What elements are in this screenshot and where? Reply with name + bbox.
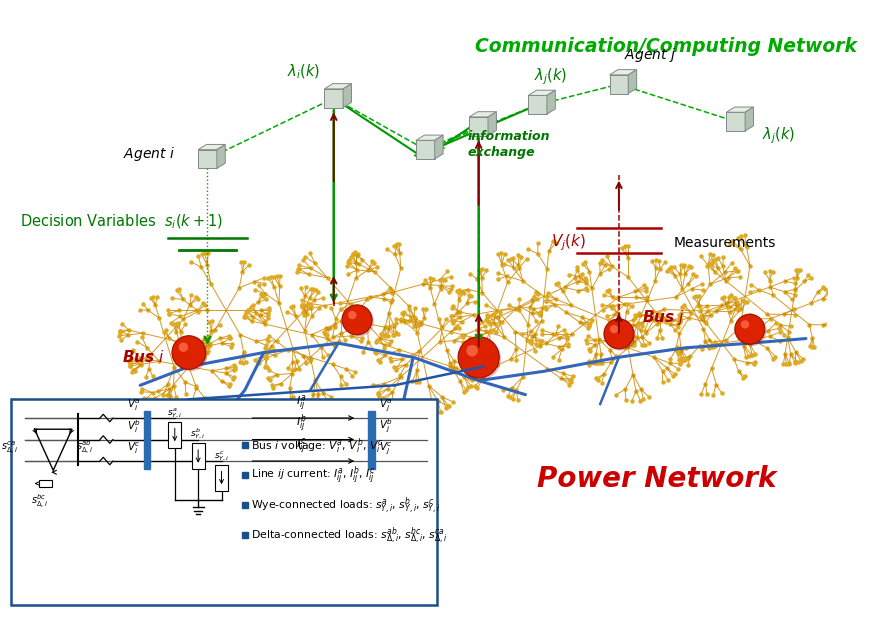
Text: $V_i^a$: $V_i^a$: [127, 398, 141, 413]
Text: Decision Variables  $s_i(k+1)$: Decision Variables $s_i(k+1)$: [20, 213, 223, 231]
Text: information
exchange: information exchange: [467, 130, 550, 159]
Text: Wye-connected loads: $s_{Y,i}^a$, $s_{Y,i}^b$, $s_{Y,i}^c$: Wye-connected loads: $s_{Y,i}^a$, $s_{Y,…: [252, 495, 442, 516]
Text: $V_j^c$: $V_j^c$: [379, 440, 392, 457]
Text: Power Network: Power Network: [537, 465, 776, 493]
Bar: [242, 502, 248, 508]
Bar: [11, 399, 436, 605]
Polygon shape: [469, 112, 496, 117]
Polygon shape: [727, 112, 745, 131]
Text: $s_{Y,i}^{b}$: $s_{Y,i}^{b}$: [191, 427, 206, 441]
Circle shape: [458, 337, 499, 378]
Polygon shape: [198, 144, 225, 150]
Polygon shape: [488, 112, 496, 136]
Text: $\lambda_j(k)$: $\lambda_j(k)$: [534, 67, 568, 87]
Text: $I_{ij}^a$: $I_{ij}^a$: [296, 394, 306, 413]
Polygon shape: [727, 107, 753, 112]
Circle shape: [348, 311, 357, 319]
Polygon shape: [469, 117, 488, 136]
Circle shape: [460, 338, 501, 380]
Circle shape: [736, 316, 766, 346]
Polygon shape: [324, 84, 351, 89]
Circle shape: [735, 314, 765, 344]
Text: $V_i^b$: $V_i^b$: [127, 418, 141, 435]
Text: $I_{ij}^c$: $I_{ij}^c$: [296, 437, 306, 457]
Text: Measurements: Measurements: [673, 236, 775, 250]
Text: $s_{\Delta,i}^{ca}$: $s_{\Delta,i}^{ca}$: [1, 439, 18, 457]
Bar: [169, 422, 181, 448]
Circle shape: [604, 319, 634, 349]
Polygon shape: [629, 70, 637, 93]
Text: Agent $i$: Agent $i$: [123, 145, 175, 163]
Circle shape: [741, 320, 749, 328]
Polygon shape: [416, 140, 434, 159]
Text: $s_{Y,i}^{c}$: $s_{Y,i}^{c}$: [214, 450, 230, 463]
Polygon shape: [434, 135, 443, 159]
Text: Bus $i$: Bus $i$: [123, 349, 165, 365]
Polygon shape: [745, 107, 753, 131]
Bar: [242, 472, 248, 478]
Circle shape: [606, 321, 636, 351]
Polygon shape: [416, 135, 443, 140]
Circle shape: [344, 307, 374, 337]
Circle shape: [342, 305, 372, 335]
Text: $\lambda_j(k)$: $\lambda_j(k)$: [762, 125, 795, 146]
Bar: [39, 479, 52, 487]
Text: $V_j^b$: $V_j^b$: [379, 417, 393, 435]
Text: Communication/Computing Network: Communication/Computing Network: [475, 37, 857, 57]
Circle shape: [610, 325, 618, 333]
Text: $s_{Y,i}^{a}$: $s_{Y,i}^{a}$: [167, 406, 183, 420]
Bar: [368, 411, 375, 469]
Text: $s_{\Delta,i}^{bc}$: $s_{\Delta,i}^{bc}$: [31, 493, 48, 511]
Bar: [144, 411, 150, 469]
Text: Bus $i$ voltage: $V_i^a$, $V_i^b$, $V_i^c$: Bus $i$ voltage: $V_i^a$, $V_i^b$, $V_i^…: [252, 436, 384, 456]
Polygon shape: [528, 90, 555, 95]
Circle shape: [172, 336, 206, 370]
Bar: [215, 465, 228, 491]
Circle shape: [174, 338, 208, 371]
Text: $s_{\Delta,i}^{ab}$: $s_{\Delta,i}^{ab}$: [76, 439, 93, 457]
Text: $I_{ij}^b$: $I_{ij}^b$: [296, 413, 306, 435]
Polygon shape: [528, 95, 547, 114]
Text: $\lambda_i(k)$: $\lambda_i(k)$: [287, 63, 320, 81]
Circle shape: [466, 345, 478, 356]
Circle shape: [178, 342, 188, 352]
Bar: [192, 443, 205, 469]
Polygon shape: [198, 150, 217, 168]
Text: $V_i^c$: $V_i^c$: [127, 441, 141, 457]
Polygon shape: [547, 90, 555, 114]
Polygon shape: [343, 84, 351, 107]
Text: Delta-connected loads: $s_{\Delta,i}^{ab}$, $s_{\Delta,i}^{bc}$, $s_{\Delta,i}^{: Delta-connected loads: $s_{\Delta,i}^{ab…: [252, 525, 448, 546]
Text: Bus $j$: Bus $j$: [642, 307, 685, 326]
Polygon shape: [324, 89, 343, 107]
Text: Agent $j$: Agent $j$: [623, 46, 675, 64]
Polygon shape: [217, 144, 225, 168]
Text: Line $ij$ current: $I_{ij}^a$, $I_{ij}^b$, $I_{ij}^c$: Line $ij$ current: $I_{ij}^a$, $I_{ij}^b…: [252, 465, 376, 487]
Bar: [242, 532, 248, 538]
Polygon shape: [609, 75, 629, 93]
Text: $V_j^a$: $V_j^a$: [379, 398, 392, 413]
Bar: [242, 443, 248, 448]
Text: $V_j(k)$: $V_j(k)$: [551, 233, 586, 253]
Polygon shape: [609, 70, 637, 75]
